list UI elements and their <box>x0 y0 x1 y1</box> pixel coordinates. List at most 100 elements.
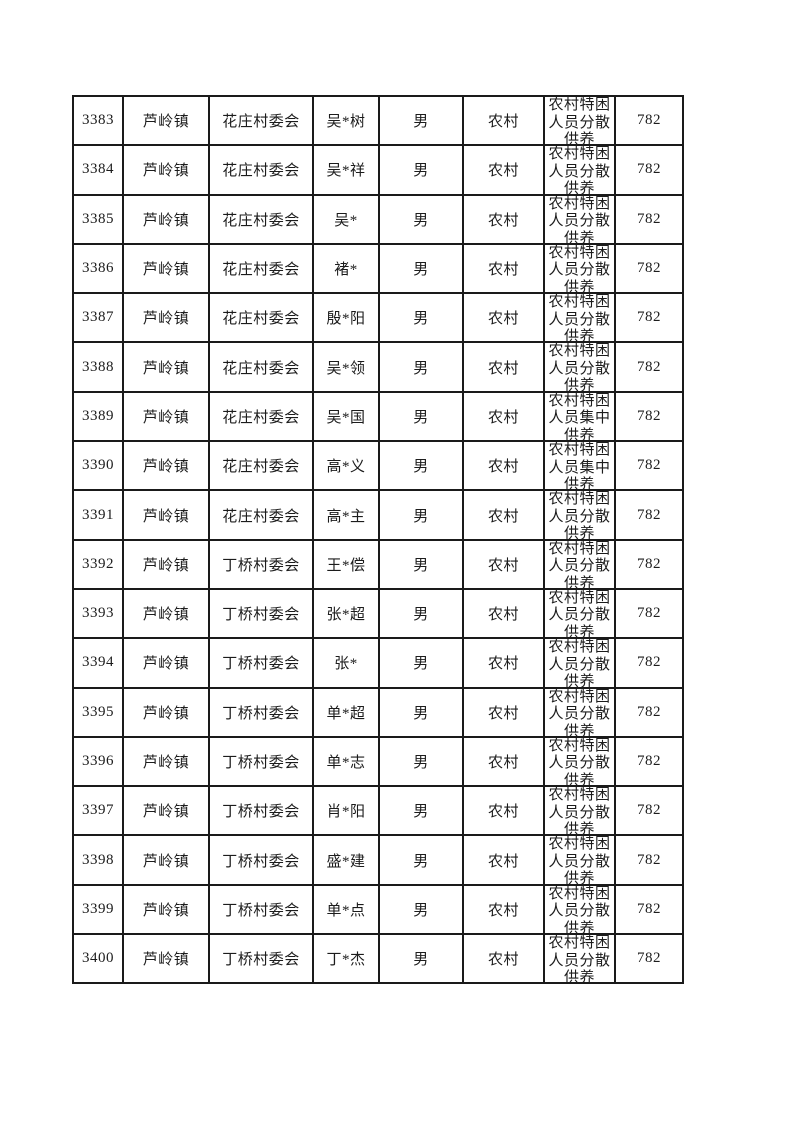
cell-gender: 男 <box>378 883 464 936</box>
cell-serial-number: 3397 <box>72 785 124 837</box>
assistance-category-text: 农村特困人员分散供养 <box>548 146 611 194</box>
assistance-category-text: 农村特困人员分散供养 <box>548 244 611 293</box>
assistance-category-text: 农村特困人员分散供养 <box>548 540 611 588</box>
cell-gender: 男 <box>378 292 464 344</box>
assistance-category-text: 农村特困人员分散供养 <box>548 195 611 243</box>
assistance-category-text: 农村特困人员分散供养 <box>548 294 611 342</box>
cell-gender: 男 <box>378 193 464 245</box>
cell-village-committee: 花庄村委会 <box>208 390 314 443</box>
cell-masked-name: 吴*国 <box>312 390 380 443</box>
cell-amount: 782 <box>614 834 684 886</box>
table-body: 3383 芦岭镇 花庄村委会 吴*树 男 农村 农村特困人员分散供养 782 3… <box>72 94 684 985</box>
cell-serial-number: 3394 <box>72 637 124 689</box>
cell-masked-name: 褚* <box>312 242 380 295</box>
cell-gender: 男 <box>378 242 464 295</box>
cell-region-type: 农村 <box>462 834 545 886</box>
cell-region-type: 农村 <box>462 587 545 640</box>
table-row: 3388 芦岭镇 花庄村委会 吴*领 男 农村 农村特困人员分散供养 782 <box>72 341 684 393</box>
cell-gender: 男 <box>378 489 464 541</box>
cell-serial-number: 3387 <box>72 292 124 344</box>
cell-serial-number: 3393 <box>72 587 124 640</box>
cell-amount: 782 <box>614 637 684 689</box>
cell-assistance-category: 农村特困人员集中供养 <box>543 390 616 443</box>
cell-region-type: 农村 <box>462 883 545 936</box>
cell-region-type: 农村 <box>462 933 545 985</box>
cell-assistance-category: 农村特困人员分散供养 <box>543 933 616 985</box>
cell-assistance-category: 农村特困人员分散供养 <box>543 735 616 788</box>
cell-masked-name: 高*主 <box>312 489 380 541</box>
cell-town: 芦岭镇 <box>122 144 210 196</box>
cell-masked-name: 盛*建 <box>312 834 380 886</box>
cell-amount: 782 <box>614 686 684 738</box>
cell-serial-number: 3396 <box>72 735 124 788</box>
cell-masked-name: 单*志 <box>312 735 380 788</box>
cell-assistance-category: 农村特困人员分散供养 <box>543 94 616 147</box>
cell-region-type: 农村 <box>462 686 545 738</box>
cell-masked-name: 吴*祥 <box>312 144 380 196</box>
cell-region-type: 农村 <box>462 637 545 689</box>
cell-town: 芦岭镇 <box>122 538 210 590</box>
cell-masked-name: 单*超 <box>312 686 380 738</box>
cell-village-committee: 丁桥村委会 <box>208 785 314 837</box>
cell-region-type: 农村 <box>462 242 545 295</box>
cell-town: 芦岭镇 <box>122 883 210 936</box>
cell-gender: 男 <box>378 637 464 689</box>
cell-masked-name: 吴* <box>312 193 380 245</box>
cell-region-type: 农村 <box>462 341 545 393</box>
cell-masked-name: 张*超 <box>312 587 380 640</box>
cell-village-committee: 花庄村委会 <box>208 144 314 196</box>
cell-region-type: 农村 <box>462 292 545 344</box>
cell-village-committee: 丁桥村委会 <box>208 933 314 985</box>
table-row: 3399 芦岭镇 丁桥村委会 单*点 男 农村 农村特困人员分散供养 782 <box>72 883 684 936</box>
cell-region-type: 农村 <box>462 94 545 147</box>
cell-assistance-category: 农村特困人员分散供养 <box>543 193 616 245</box>
cell-town: 芦岭镇 <box>122 489 210 541</box>
cell-amount: 782 <box>614 489 684 541</box>
assistance-roster-table: 3383 芦岭镇 花庄村委会 吴*树 男 农村 农村特困人员分散供养 782 3… <box>72 94 684 985</box>
cell-assistance-category: 农村特困人员分散供养 <box>543 834 616 886</box>
cell-village-committee: 花庄村委会 <box>208 489 314 541</box>
cell-gender: 男 <box>378 94 464 147</box>
cell-town: 芦岭镇 <box>122 933 210 985</box>
table-row: 3391 芦岭镇 花庄村委会 高*主 男 农村 农村特困人员分散供养 782 <box>72 489 684 541</box>
cell-masked-name: 高*义 <box>312 440 380 492</box>
table-row: 3385 芦岭镇 花庄村委会 吴* 男 农村 农村特困人员分散供养 782 <box>72 193 684 245</box>
table-row: 3383 芦岭镇 花庄村委会 吴*树 男 农村 农村特困人员分散供养 782 <box>72 94 684 147</box>
assistance-category-text: 农村特困人员分散供养 <box>548 343 611 391</box>
cell-town: 芦岭镇 <box>122 440 210 492</box>
cell-serial-number: 3390 <box>72 440 124 492</box>
cell-amount: 782 <box>614 94 684 147</box>
cell-amount: 782 <box>614 883 684 936</box>
cell-amount: 782 <box>614 538 684 590</box>
table-row: 3398 芦岭镇 丁桥村委会 盛*建 男 农村 农村特困人员分散供养 782 <box>72 834 684 886</box>
table-row: 3393 芦岭镇 丁桥村委会 张*超 男 农村 农村特困人员分散供养 782 <box>72 587 684 640</box>
assistance-category-text: 农村特困人员分散供养 <box>548 737 611 786</box>
cell-gender: 男 <box>378 686 464 738</box>
cell-assistance-category: 农村特困人员分散供养 <box>543 538 616 590</box>
cell-region-type: 农村 <box>462 193 545 245</box>
cell-town: 芦岭镇 <box>122 735 210 788</box>
assistance-category-text: 农村特困人员集中供养 <box>548 442 611 490</box>
cell-town: 芦岭镇 <box>122 193 210 245</box>
cell-assistance-category: 农村特困人员分散供养 <box>543 785 616 837</box>
cell-amount: 782 <box>614 193 684 245</box>
cell-masked-name: 殷*阳 <box>312 292 380 344</box>
cell-serial-number: 3398 <box>72 834 124 886</box>
cell-assistance-category: 农村特困人员分散供养 <box>543 883 616 936</box>
cell-masked-name: 王*偿 <box>312 538 380 590</box>
table-row: 3390 芦岭镇 花庄村委会 高*义 男 农村 农村特困人员集中供养 782 <box>72 440 684 492</box>
cell-amount: 782 <box>614 785 684 837</box>
table-row: 3392 芦岭镇 丁桥村委会 王*偿 男 农村 农村特困人员分散供养 782 <box>72 538 684 590</box>
cell-assistance-category: 农村特困人员分散供养 <box>543 341 616 393</box>
cell-region-type: 农村 <box>462 440 545 492</box>
cell-gender: 男 <box>378 390 464 443</box>
assistance-category-text: 农村特困人员分散供养 <box>548 491 611 539</box>
cell-village-committee: 丁桥村委会 <box>208 686 314 738</box>
assistance-category-text: 农村特困人员分散供养 <box>548 935 611 983</box>
assistance-category-text: 农村特困人员集中供养 <box>548 392 611 441</box>
cell-town: 芦岭镇 <box>122 834 210 886</box>
cell-amount: 782 <box>614 144 684 196</box>
table-row: 3387 芦岭镇 花庄村委会 殷*阳 男 农村 农村特困人员分散供养 782 <box>72 292 684 344</box>
cell-serial-number: 3385 <box>72 193 124 245</box>
